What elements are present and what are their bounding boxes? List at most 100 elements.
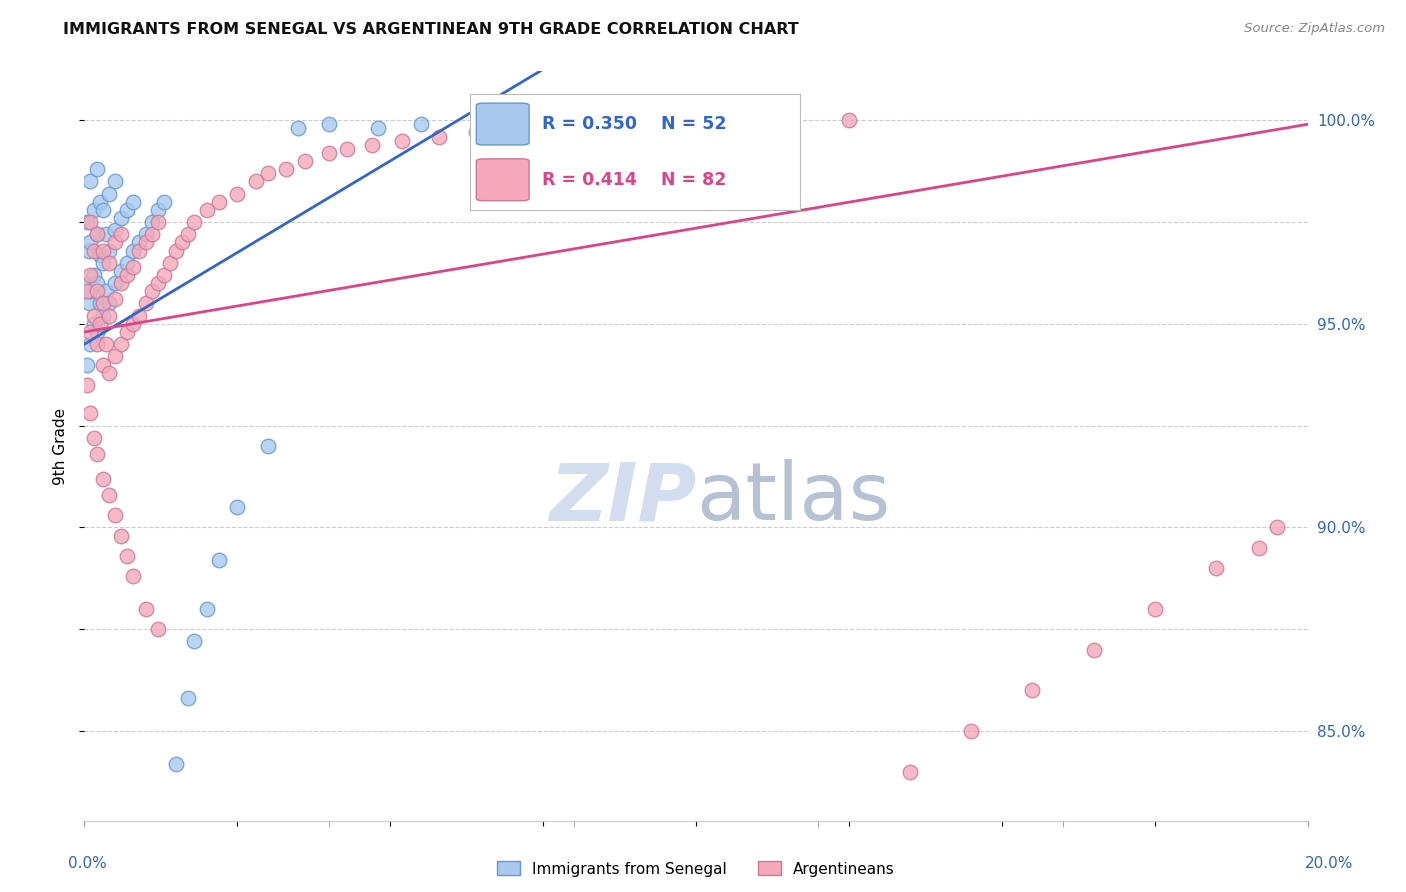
Point <box>91 244 114 258</box>
Point <box>183 634 205 648</box>
Point <box>1247 541 1270 555</box>
Point <box>141 227 163 242</box>
Point <box>86 337 108 351</box>
Point <box>172 235 194 250</box>
Point <box>716 117 738 131</box>
Point <box>104 223 127 237</box>
Point <box>91 309 114 323</box>
Point <box>91 358 114 372</box>
Point <box>79 406 101 420</box>
Point <box>257 439 280 453</box>
Point <box>1143 602 1166 616</box>
Point <box>89 317 111 331</box>
Point <box>502 121 524 136</box>
Point <box>195 202 218 217</box>
Point <box>276 162 298 177</box>
Point <box>838 113 860 128</box>
Point <box>115 268 138 282</box>
Point <box>128 309 150 323</box>
Point <box>104 276 127 290</box>
Point <box>318 117 340 131</box>
Point <box>86 325 108 339</box>
Text: Source: ZipAtlas.com: Source: ZipAtlas.com <box>1244 22 1385 36</box>
Point <box>104 174 127 188</box>
Point <box>94 227 117 242</box>
Point <box>83 431 105 445</box>
Point <box>94 337 117 351</box>
Point <box>77 244 100 258</box>
Point <box>97 366 120 380</box>
Point <box>367 121 389 136</box>
Point <box>104 235 127 250</box>
Point <box>97 244 120 258</box>
Point <box>110 227 132 242</box>
Point <box>226 500 249 514</box>
Text: 20.0%: 20.0% <box>1305 856 1353 871</box>
Point <box>86 227 108 242</box>
Point <box>104 508 127 523</box>
Point <box>79 235 101 250</box>
Point <box>110 276 132 290</box>
Point <box>183 215 205 229</box>
Point <box>76 285 98 299</box>
Point <box>91 256 114 270</box>
Point <box>360 137 382 152</box>
Point <box>83 244 105 258</box>
Point <box>115 325 138 339</box>
Point <box>427 129 450 144</box>
Point <box>146 276 169 290</box>
Point <box>115 256 138 270</box>
Point <box>110 264 132 278</box>
Point <box>141 215 163 229</box>
Point <box>153 194 176 209</box>
Point <box>1265 520 1288 534</box>
Point <box>89 296 111 310</box>
Point <box>1083 642 1105 657</box>
Point <box>122 317 145 331</box>
Point <box>960 724 983 739</box>
Point <box>110 211 132 225</box>
Point <box>146 202 169 217</box>
Point <box>464 125 486 139</box>
Point <box>89 247 111 261</box>
Point <box>77 296 100 310</box>
Point <box>898 764 921 779</box>
Point <box>135 296 157 310</box>
Point <box>89 194 111 209</box>
Point <box>76 378 98 392</box>
Point <box>97 256 120 270</box>
Y-axis label: 9th Grade: 9th Grade <box>53 408 69 484</box>
Point <box>122 569 145 583</box>
Point <box>141 285 163 299</box>
Point <box>104 293 127 307</box>
Point <box>1021 683 1043 698</box>
Point <box>76 215 98 229</box>
Point <box>550 121 572 136</box>
Point <box>86 447 108 461</box>
Point <box>195 602 218 616</box>
Text: ZIP: ZIP <box>548 459 696 538</box>
Point <box>1205 561 1227 575</box>
Point <box>654 117 676 131</box>
Point <box>110 528 132 542</box>
Point <box>208 194 231 209</box>
Point <box>79 337 101 351</box>
Point <box>110 337 132 351</box>
Point <box>128 244 150 258</box>
Point <box>159 256 181 270</box>
Point <box>776 117 799 131</box>
Point <box>83 317 105 331</box>
Point <box>208 553 231 567</box>
Point <box>146 215 169 229</box>
Point <box>115 202 138 217</box>
Point <box>153 268 176 282</box>
Point <box>86 285 108 299</box>
Point <box>91 202 114 217</box>
Point <box>146 622 169 636</box>
Point <box>318 145 340 160</box>
Point <box>409 117 432 131</box>
Point <box>226 186 249 201</box>
Point <box>165 756 187 771</box>
Point <box>257 166 280 180</box>
Text: 0.0%: 0.0% <box>67 856 107 871</box>
